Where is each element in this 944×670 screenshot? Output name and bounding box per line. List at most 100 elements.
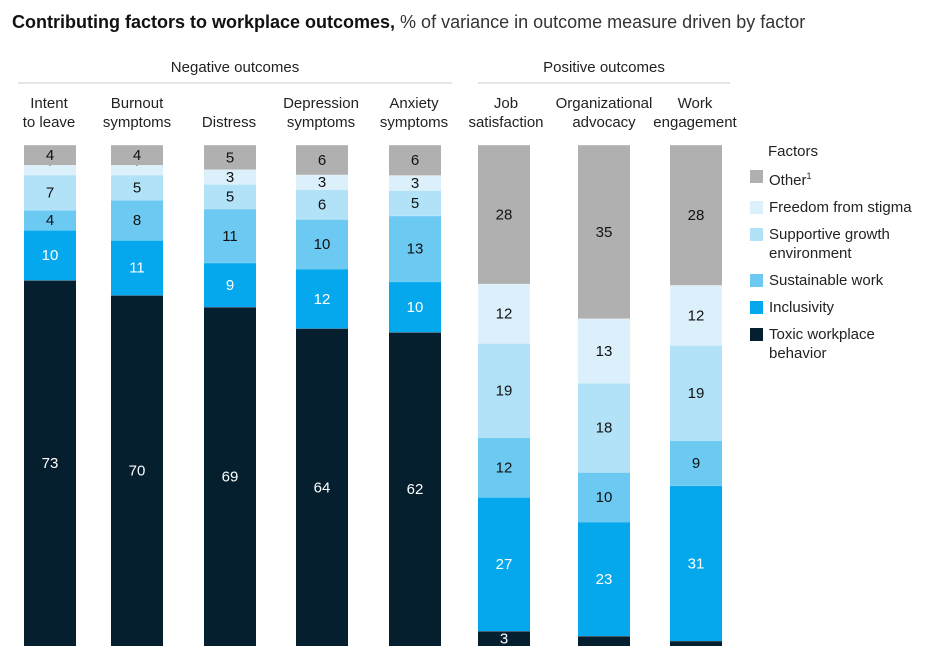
bar-segment-inclusivity <box>24 230 76 281</box>
data-label: 10 <box>42 247 59 264</box>
data-label: 6 <box>318 197 326 214</box>
data-label: 3 <box>500 631 508 648</box>
legend-label: Supportive growth environment <box>769 226 890 262</box>
data-label: 5 <box>133 180 141 197</box>
legend-label-other: Other <box>769 172 807 189</box>
bar-segment-sustainable <box>204 208 256 263</box>
legend-label: Toxic workplace behavior <box>769 326 875 362</box>
data-label: 12 <box>688 307 705 324</box>
bar-segment-sustainable <box>478 437 530 498</box>
bar-segment-toxic <box>204 307 256 646</box>
bar-segment-stigma <box>670 285 722 346</box>
legend-item-other: Other1 <box>750 167 940 190</box>
bar-segment-sustainable <box>24 210 76 231</box>
bar-segment-stigma <box>478 283 530 344</box>
bar-segment-toxic <box>670 640 722 646</box>
data-label: 28 <box>688 207 705 224</box>
data-label: 73 <box>42 455 59 472</box>
legend-swatch-inclusivity <box>750 301 763 314</box>
bar-segment-inclusivity <box>111 240 163 296</box>
data-label: 70 <box>129 463 146 480</box>
legend-item-sustainable: Sustainable work <box>750 271 940 290</box>
data-label: 9 <box>692 455 700 472</box>
data-label: 35 <box>596 224 613 241</box>
data-label: 6 <box>411 152 419 169</box>
group-label-negative: Negative outcomes <box>170 59 300 76</box>
bar-segment-inclusivity <box>670 485 722 641</box>
data-label: 3 <box>411 175 419 192</box>
category-label: Work engagement <box>653 95 737 131</box>
bars-layer: 7310472470118524699115356412106366210135… <box>24 144 722 648</box>
bar-segment-inclusivity <box>296 269 348 329</box>
data-label: 12 <box>496 459 513 476</box>
bar-segment-toxic <box>111 295 163 646</box>
data-label: 5 <box>226 189 234 206</box>
bar-segment-sustainable <box>111 200 163 241</box>
bar-segment-toxic <box>24 280 76 646</box>
bar-segment-toxic <box>389 332 441 646</box>
data-label: 27 <box>496 556 513 573</box>
bar-segment-other <box>24 145 76 166</box>
bar-segment-growth <box>111 175 163 201</box>
bar-segment-stigma <box>24 165 76 176</box>
legend-label: Inclusivity <box>769 299 835 316</box>
data-label: 10 <box>314 236 331 253</box>
bar-segment-inclusivity <box>478 497 530 632</box>
data-label: 4 <box>133 147 141 164</box>
legend-swatch-other <box>750 170 763 183</box>
bar-segment-other <box>578 145 630 319</box>
legend-swatch-stigma <box>750 201 763 214</box>
bar-segment-stigma <box>204 169 256 185</box>
bar-segment-growth <box>296 189 348 220</box>
legend-label: Freedom from stigma <box>769 199 912 216</box>
bar-segment-other <box>111 145 163 166</box>
bar-segment-growth <box>24 175 76 211</box>
legend-label: Sustainable work <box>769 272 884 289</box>
bar-segment-inclusivity <box>204 262 256 308</box>
bar-segment-other <box>204 145 256 170</box>
bar-segment-growth <box>578 383 630 473</box>
bar-segment-other <box>478 145 530 284</box>
data-label: 7 <box>46 185 54 202</box>
data-label: 12 <box>496 306 513 323</box>
legend: Factors Other1 Freedom from stigma Suppo… <box>750 143 940 371</box>
data-label: 23 <box>596 571 613 588</box>
legend-item-growth: Supportive growth environment <box>750 225 940 263</box>
group-label-positive: Positive outcomes <box>543 59 665 76</box>
bar-segment-growth <box>670 345 722 441</box>
legend-swatch-growth <box>750 228 763 241</box>
data-label: 4 <box>46 147 54 164</box>
bar-segment-stigma <box>296 174 348 190</box>
chart-title-bold: Contributing factors to workplace outcom… <box>12 12 396 32</box>
bar-segment-other <box>389 145 441 176</box>
bar-segment-stigma <box>111 165 163 176</box>
legend-item-inclusivity: Inclusivity <box>750 298 940 317</box>
legend-label: Other1 <box>769 167 812 190</box>
bar-segment-stigma <box>578 318 630 384</box>
category-label: Organizational advocacy <box>555 95 653 131</box>
legend-item-stigma: Freedom from stigma <box>750 198 940 217</box>
bar-segment-stigma <box>389 175 441 191</box>
chart-title: Contributing factors to workplace outcom… <box>12 12 805 33</box>
data-label: 9 <box>226 277 234 294</box>
data-label: 12 <box>314 291 331 308</box>
data-label: 5 <box>226 149 234 166</box>
bar-segment-other <box>296 145 348 175</box>
data-label: 19 <box>496 383 513 400</box>
data-label: 8 <box>133 212 141 229</box>
data-label: 64 <box>314 479 331 496</box>
legend-swatch-toxic <box>750 328 763 341</box>
legend-swatch-sustainable <box>750 274 763 287</box>
data-label: 3 <box>226 169 234 186</box>
data-label: 18 <box>596 420 613 437</box>
category-label: Job satisfaction <box>468 95 544 131</box>
category-label: Burnout symptoms <box>102 95 172 131</box>
data-label: 10 <box>407 299 424 316</box>
bar-segment-inclusivity <box>389 281 441 333</box>
data-label: 19 <box>688 385 705 402</box>
legend-item-toxic: Toxic workplace behavior <box>750 325 940 363</box>
data-label: 62 <box>407 481 424 498</box>
category-label: Anxiety symptoms <box>379 95 449 131</box>
data-label: 4 <box>46 212 54 229</box>
